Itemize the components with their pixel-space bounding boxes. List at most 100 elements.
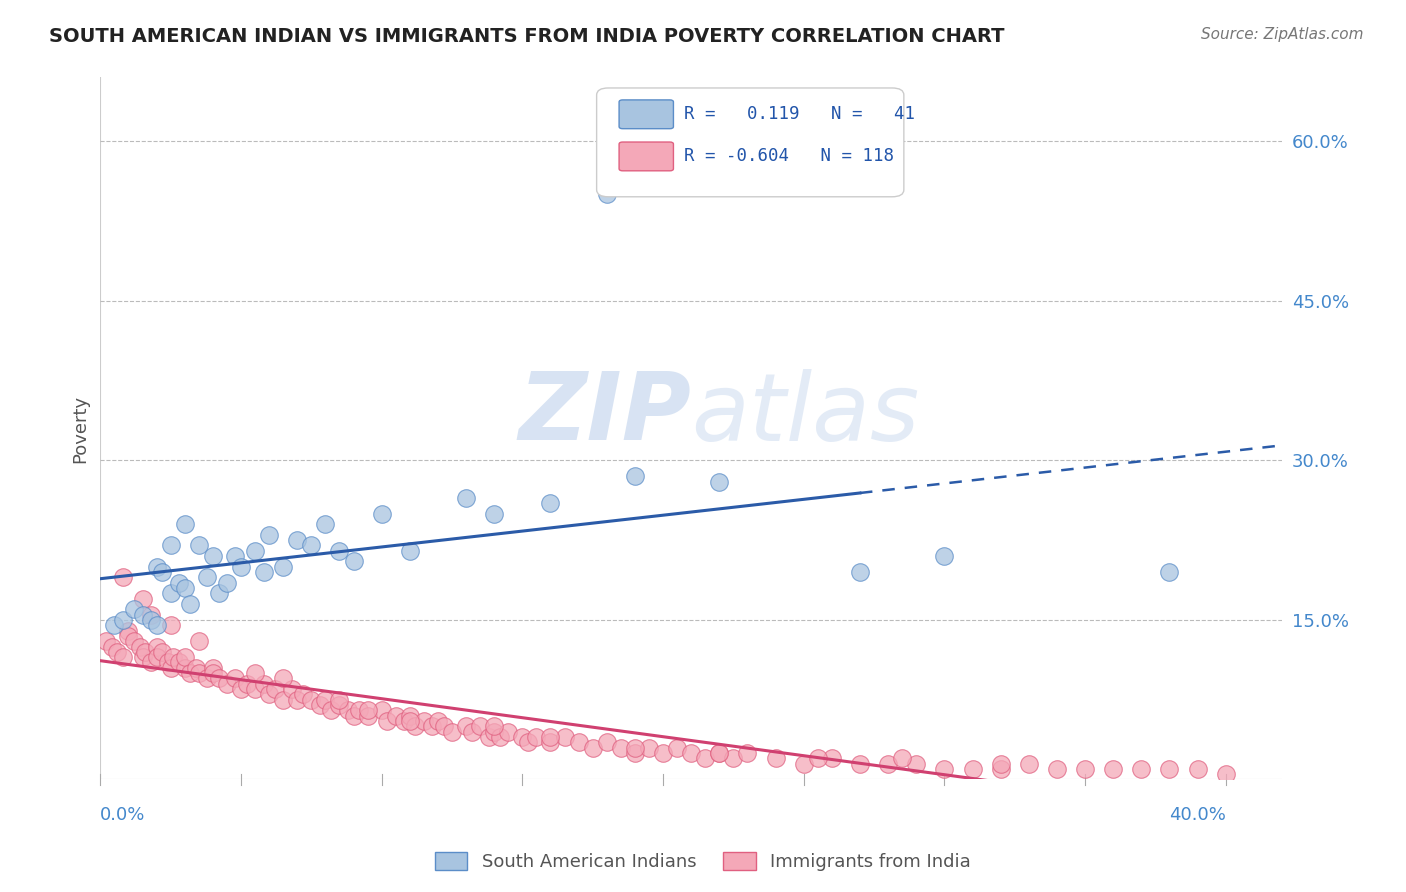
Point bbox=[440, 724, 463, 739]
Point bbox=[94, 634, 117, 648]
Point bbox=[111, 613, 134, 627]
Point bbox=[470, 719, 492, 733]
Point bbox=[131, 650, 153, 665]
Point bbox=[179, 597, 201, 611]
Point bbox=[934, 549, 956, 563]
Point bbox=[145, 559, 167, 574]
Point bbox=[398, 543, 420, 558]
Point bbox=[111, 650, 134, 665]
Point bbox=[328, 543, 350, 558]
Point bbox=[173, 517, 195, 532]
Point bbox=[554, 730, 576, 744]
Point bbox=[432, 719, 454, 733]
Point bbox=[517, 735, 540, 749]
Point bbox=[347, 703, 370, 717]
Point bbox=[139, 613, 162, 627]
FancyBboxPatch shape bbox=[596, 88, 904, 197]
Point bbox=[156, 656, 179, 670]
Point bbox=[328, 692, 350, 706]
Point bbox=[215, 575, 238, 590]
Point bbox=[849, 565, 872, 579]
Point bbox=[224, 672, 246, 686]
Point bbox=[314, 692, 336, 706]
Point bbox=[159, 586, 181, 600]
Point bbox=[1046, 762, 1069, 776]
Point bbox=[540, 735, 562, 749]
Point bbox=[489, 730, 512, 744]
Point bbox=[737, 746, 759, 760]
Point bbox=[271, 672, 294, 686]
Point bbox=[709, 475, 731, 489]
Point bbox=[235, 677, 257, 691]
Point bbox=[336, 703, 359, 717]
Point bbox=[122, 602, 145, 616]
Point bbox=[1130, 762, 1153, 776]
Point bbox=[229, 681, 252, 696]
Point bbox=[299, 538, 322, 552]
Point bbox=[252, 565, 274, 579]
Point bbox=[456, 719, 478, 733]
Point bbox=[370, 507, 392, 521]
Point bbox=[420, 719, 443, 733]
Point bbox=[145, 650, 167, 665]
Point bbox=[723, 751, 745, 765]
Point bbox=[512, 730, 534, 744]
Point bbox=[384, 708, 406, 723]
Text: R =   0.119   N =   41: R = 0.119 N = 41 bbox=[685, 105, 915, 123]
Point bbox=[179, 666, 201, 681]
Point bbox=[568, 735, 591, 749]
Point bbox=[167, 656, 190, 670]
Point bbox=[709, 746, 731, 760]
Point bbox=[807, 751, 830, 765]
Point bbox=[201, 661, 224, 675]
Text: Source: ZipAtlas.com: Source: ZipAtlas.com bbox=[1201, 27, 1364, 42]
FancyBboxPatch shape bbox=[619, 100, 673, 128]
Point bbox=[243, 666, 266, 681]
Point bbox=[187, 538, 209, 552]
Point bbox=[224, 549, 246, 563]
Point bbox=[342, 554, 364, 568]
Point bbox=[291, 687, 314, 701]
Point bbox=[100, 640, 122, 654]
Point bbox=[765, 751, 787, 765]
Text: atlas: atlas bbox=[692, 369, 920, 460]
Point bbox=[159, 661, 181, 675]
Point bbox=[257, 687, 280, 701]
Point bbox=[426, 714, 449, 728]
Point bbox=[111, 570, 134, 584]
Text: R = -0.604   N = 118: R = -0.604 N = 118 bbox=[685, 147, 894, 165]
Point bbox=[540, 496, 562, 510]
Point bbox=[150, 645, 173, 659]
Point bbox=[167, 575, 190, 590]
Point bbox=[1215, 767, 1237, 781]
Point bbox=[681, 746, 703, 760]
Point bbox=[122, 634, 145, 648]
Point bbox=[1187, 762, 1209, 776]
Point bbox=[624, 746, 647, 760]
Point bbox=[934, 762, 956, 776]
Text: 0.0%: 0.0% bbox=[100, 806, 146, 824]
Point bbox=[319, 703, 342, 717]
Point bbox=[962, 762, 984, 776]
Point bbox=[356, 703, 378, 717]
Point bbox=[793, 756, 815, 771]
Point bbox=[195, 672, 218, 686]
Point bbox=[484, 724, 506, 739]
Point bbox=[195, 570, 218, 584]
Point bbox=[134, 645, 156, 659]
Point bbox=[1102, 762, 1125, 776]
Point bbox=[187, 634, 209, 648]
Point bbox=[596, 735, 619, 749]
Point bbox=[162, 650, 184, 665]
Point bbox=[370, 703, 392, 717]
Point bbox=[990, 762, 1012, 776]
Point bbox=[891, 751, 914, 765]
Point bbox=[624, 469, 647, 483]
Point bbox=[624, 740, 647, 755]
Point bbox=[173, 650, 195, 665]
Point bbox=[821, 751, 844, 765]
Point bbox=[285, 533, 308, 548]
Point bbox=[159, 538, 181, 552]
Point bbox=[187, 666, 209, 681]
Point bbox=[173, 661, 195, 675]
